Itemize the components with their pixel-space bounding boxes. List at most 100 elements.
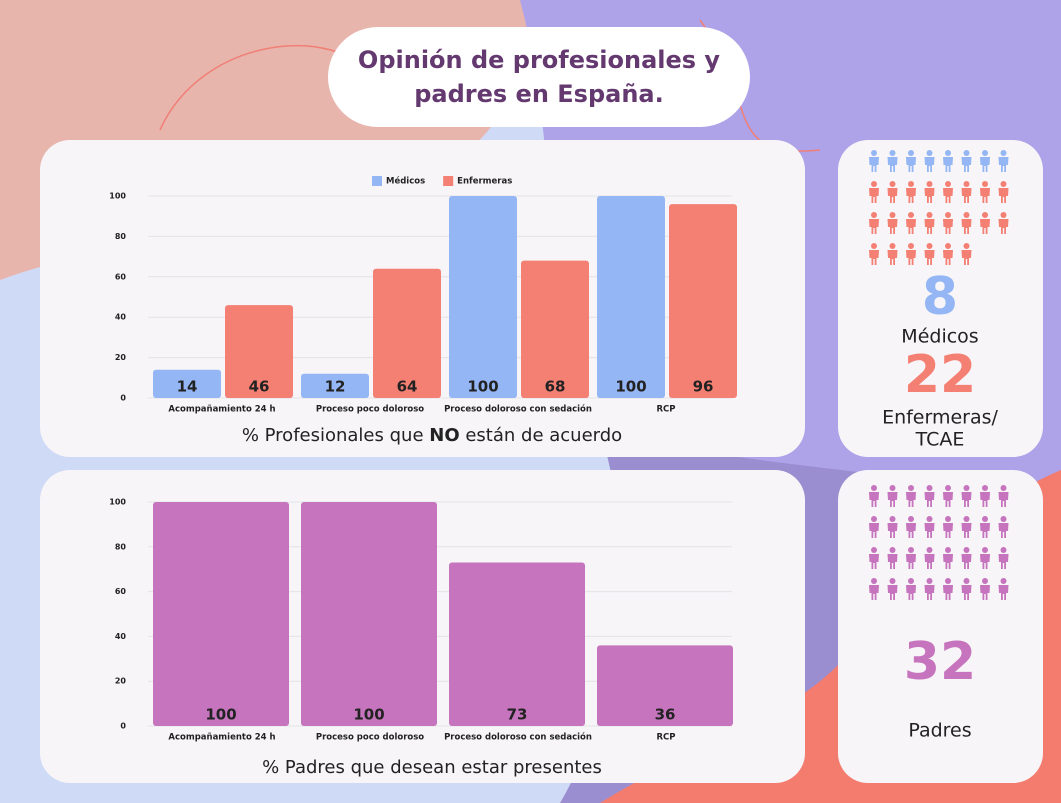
caption-part: % Padres que desean estar presentes <box>262 757 602 778</box>
icon-head <box>927 578 933 584</box>
chart-caption: % Profesionales que NO están de acuerdo <box>242 425 622 446</box>
icon-head <box>982 150 988 156</box>
icon-head <box>890 547 896 553</box>
icon-head <box>964 578 970 584</box>
icon-head <box>945 150 951 156</box>
value-label: 68 <box>545 378 566 396</box>
stat-number: 32 <box>904 632 976 692</box>
icon-head <box>927 547 933 553</box>
icon-head <box>964 485 970 491</box>
y-tick-label: 80 <box>115 232 127 241</box>
icon-head <box>871 181 877 187</box>
x-tick-label: RCP <box>656 405 675 415</box>
icon-head <box>871 150 877 156</box>
icon-head <box>908 578 914 584</box>
icon-head <box>927 181 933 187</box>
stat-label: Enfermeras/ <box>882 407 998 429</box>
bar <box>153 502 289 726</box>
value-label: 46 <box>249 378 270 396</box>
icon-head <box>945 516 951 522</box>
icon-head <box>908 181 914 187</box>
icon-head <box>1001 212 1007 218</box>
value-label: 73 <box>507 706 528 724</box>
icon-head <box>871 516 877 522</box>
x-tick-label: Proceso doloroso con sedación <box>444 732 592 743</box>
icon-head <box>927 150 933 156</box>
x-tick-label: Acompañamiento 24 h <box>168 733 275 743</box>
value-label: 96 <box>693 378 714 396</box>
y-tick-label: 60 <box>115 587 127 596</box>
x-tick-label: RCP <box>656 733 675 743</box>
y-tick-label: 100 <box>109 498 126 507</box>
stat-label: Padres <box>908 720 971 742</box>
caption-part: están de acuerdo <box>460 425 623 446</box>
icon-head <box>964 212 970 218</box>
icon-head <box>964 181 970 187</box>
icon-head <box>982 516 988 522</box>
icon-head <box>890 150 896 156</box>
value-label: 100 <box>205 706 236 724</box>
icon-head <box>964 150 970 156</box>
icon-head <box>890 485 896 491</box>
icon-head <box>945 181 951 187</box>
icon-head <box>945 212 951 218</box>
icon-head <box>927 243 933 249</box>
icon-head <box>890 578 896 584</box>
icon-head <box>908 243 914 249</box>
icon-head <box>927 485 933 491</box>
legend-swatch <box>443 176 453 186</box>
icon-head <box>982 485 988 491</box>
icon-head <box>1001 516 1007 522</box>
icon-head <box>1001 150 1007 156</box>
icon-head <box>908 547 914 553</box>
icon-head <box>927 516 933 522</box>
icon-head <box>871 547 877 553</box>
title: Opinión de profesionales y <box>358 46 721 74</box>
icon-head <box>945 485 951 491</box>
icon-head <box>890 212 896 218</box>
y-tick-label: 0 <box>120 722 126 731</box>
icon-head <box>890 181 896 187</box>
icon-head <box>908 485 914 491</box>
title: padres en España. <box>414 80 663 108</box>
value-label: 36 <box>655 706 676 724</box>
icon-head <box>982 212 988 218</box>
icon-head <box>945 578 951 584</box>
x-tick-label: Proceso poco doloroso <box>316 733 424 743</box>
bar <box>301 502 437 726</box>
caption-part: % Profesionales que <box>242 425 429 446</box>
y-tick-label: 0 <box>120 394 126 403</box>
legend-label: Enfermeras <box>457 177 512 187</box>
icon-head <box>908 150 914 156</box>
icon-head <box>945 547 951 553</box>
bar <box>669 204 737 398</box>
stat-number: 8 <box>922 267 958 327</box>
stat-label: TCAE <box>915 429 965 451</box>
icon-head <box>871 243 877 249</box>
y-tick-label: 20 <box>115 353 127 362</box>
icon-head <box>964 547 970 553</box>
value-label: 12 <box>325 378 346 396</box>
icon-head <box>908 516 914 522</box>
value-label: 100 <box>353 706 384 724</box>
icon-head <box>1001 578 1007 584</box>
icon-head <box>945 243 951 249</box>
icon-head <box>964 516 970 522</box>
value-label: 14 <box>177 378 198 396</box>
y-tick-label: 40 <box>115 632 127 641</box>
x-tick-label: Proceso doloroso con sedación <box>444 404 592 415</box>
y-tick-label: 80 <box>115 542 127 551</box>
infographic: Opinión de profesionales y padres en Esp… <box>0 0 1061 803</box>
y-tick-label: 40 <box>115 313 127 322</box>
legend-swatch <box>372 176 382 186</box>
icon-head <box>871 212 877 218</box>
x-tick-label: Proceso poco doloroso <box>316 405 424 415</box>
value-label: 64 <box>397 378 418 396</box>
icon-head <box>1001 485 1007 491</box>
icon-head <box>1001 181 1007 187</box>
icon-head <box>908 212 914 218</box>
icon-head <box>1001 547 1007 553</box>
bar <box>597 196 665 398</box>
x-tick-label: Acompañamiento 24 h <box>168 405 275 415</box>
icon-head <box>890 516 896 522</box>
